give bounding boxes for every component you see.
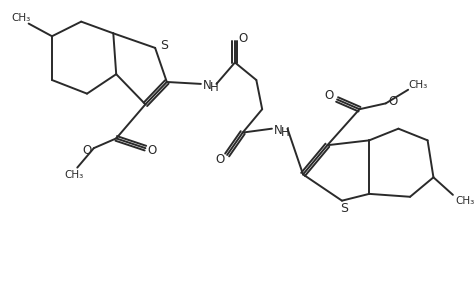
- Text: CH₃: CH₃: [65, 170, 84, 180]
- Text: S: S: [160, 39, 168, 52]
- Text: N: N: [274, 124, 283, 137]
- Text: O: O: [147, 144, 157, 157]
- Text: O: O: [82, 144, 91, 157]
- Text: H: H: [281, 126, 290, 139]
- Text: CH₃: CH₃: [408, 80, 428, 90]
- Text: O: O: [388, 95, 397, 108]
- Text: O: O: [238, 32, 247, 45]
- Text: CH₃: CH₃: [455, 196, 474, 206]
- Text: N: N: [203, 79, 212, 92]
- Text: O: O: [325, 89, 334, 102]
- Text: H: H: [210, 81, 219, 94]
- Text: S: S: [340, 202, 348, 215]
- Text: CH₃: CH₃: [11, 13, 30, 23]
- Text: O: O: [216, 153, 225, 166]
